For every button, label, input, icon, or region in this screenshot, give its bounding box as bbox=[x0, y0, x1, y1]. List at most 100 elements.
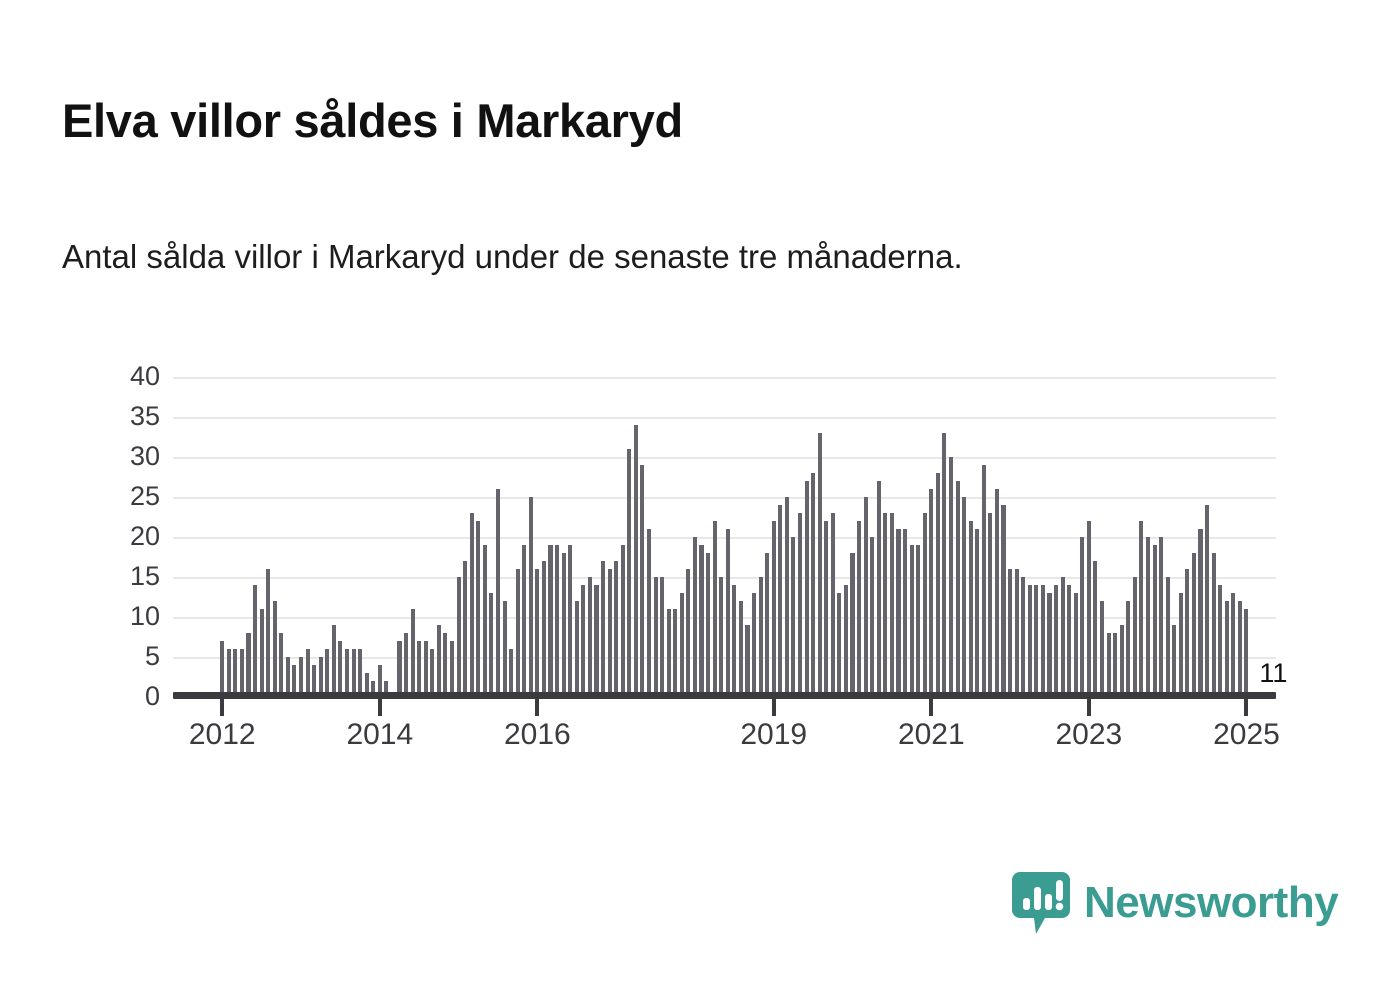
y-axis-tick-label: 35 bbox=[129, 401, 160, 431]
bar bbox=[476, 521, 481, 697]
bar bbox=[955, 481, 960, 697]
bar bbox=[331, 625, 336, 697]
bar bbox=[1185, 569, 1190, 697]
bar bbox=[594, 585, 599, 697]
bar bbox=[968, 521, 973, 697]
bar bbox=[1244, 609, 1249, 697]
bar bbox=[765, 553, 770, 697]
bar bbox=[1145, 537, 1150, 697]
bar bbox=[1205, 505, 1210, 697]
gridline bbox=[173, 577, 1276, 579]
x-axis-tick-label: 2019 bbox=[740, 718, 808, 751]
bar bbox=[351, 649, 356, 697]
bar bbox=[1054, 585, 1059, 697]
bar bbox=[870, 537, 875, 697]
bar bbox=[771, 521, 776, 697]
bar bbox=[883, 513, 888, 697]
bar bbox=[1021, 577, 1026, 697]
bar bbox=[699, 545, 704, 697]
bar bbox=[804, 481, 809, 697]
bar bbox=[929, 489, 934, 697]
bar bbox=[509, 649, 514, 697]
bar bbox=[535, 569, 540, 697]
bar bbox=[903, 529, 908, 697]
bar bbox=[528, 497, 533, 697]
bar-series: 11 bbox=[173, 377, 1287, 697]
bar bbox=[1027, 585, 1032, 697]
bar bbox=[660, 577, 665, 697]
bar bbox=[305, 649, 310, 697]
bar bbox=[962, 497, 967, 697]
bar bbox=[423, 641, 428, 697]
x-axis-tick-mark bbox=[535, 699, 540, 716]
bar bbox=[246, 633, 251, 697]
bar bbox=[1165, 577, 1170, 697]
bar bbox=[522, 545, 527, 697]
x-axis-line bbox=[173, 692, 1276, 699]
bar bbox=[338, 641, 343, 697]
bar bbox=[614, 561, 619, 697]
bar bbox=[541, 561, 546, 697]
gridline bbox=[173, 657, 1276, 659]
bar bbox=[916, 545, 921, 697]
bar bbox=[1086, 521, 1091, 697]
bar bbox=[226, 649, 231, 697]
gridline bbox=[173, 537, 1276, 539]
bar bbox=[325, 649, 330, 697]
bar bbox=[876, 481, 881, 697]
y-axis-tick-label: 10 bbox=[129, 601, 160, 631]
bar bbox=[797, 513, 803, 697]
bar bbox=[430, 649, 435, 697]
bar bbox=[719, 577, 724, 697]
highlight-value-label: 11 bbox=[1259, 658, 1288, 688]
bar bbox=[561, 553, 566, 697]
bar bbox=[692, 537, 697, 697]
bar bbox=[587, 577, 592, 697]
bar bbox=[646, 529, 652, 697]
x-axis-tick-mark bbox=[377, 699, 382, 716]
x-axis-tick-label: 2012 bbox=[188, 718, 256, 751]
bar bbox=[404, 633, 409, 697]
bar bbox=[837, 593, 842, 697]
bar bbox=[948, 457, 954, 697]
bar bbox=[574, 601, 579, 697]
bar bbox=[784, 497, 789, 697]
x-axis-tick-mark bbox=[929, 699, 934, 716]
x-axis-tick-label: 2021 bbox=[897, 718, 965, 751]
bar bbox=[620, 545, 625, 697]
x-axis-tick-mark bbox=[220, 699, 225, 716]
bar bbox=[653, 577, 658, 697]
page-title: Elva villor såldes i Markaryd bbox=[62, 94, 683, 148]
bar bbox=[220, 641, 225, 697]
bar bbox=[1001, 505, 1006, 697]
y-axis-tick-label: 30 bbox=[129, 441, 160, 471]
bar bbox=[1113, 633, 1118, 697]
bar bbox=[994, 489, 999, 697]
bar bbox=[548, 545, 553, 697]
speech-bubble-bar-chart-icon bbox=[1012, 872, 1070, 934]
x-axis-tick-label: 2023 bbox=[1055, 718, 1123, 751]
bar bbox=[253, 585, 258, 697]
bar bbox=[456, 577, 461, 697]
x-axis-tick-mark bbox=[771, 699, 776, 716]
bar bbox=[1172, 625, 1177, 697]
bar bbox=[463, 561, 468, 697]
bar bbox=[1191, 553, 1196, 697]
y-axis-tick-label: 20 bbox=[129, 521, 160, 551]
bar bbox=[830, 513, 835, 697]
bar bbox=[239, 649, 244, 697]
bar bbox=[607, 569, 612, 697]
bar bbox=[817, 433, 822, 697]
bar bbox=[1047, 593, 1052, 697]
page-subtitle: Antal sålda villor i Markaryd under de s… bbox=[62, 238, 963, 275]
gridline bbox=[173, 417, 1276, 419]
bar bbox=[1067, 585, 1072, 697]
bar bbox=[233, 649, 238, 697]
bar bbox=[1034, 585, 1039, 697]
bar bbox=[1093, 561, 1098, 697]
bar bbox=[515, 569, 520, 697]
bar bbox=[1152, 545, 1157, 697]
y-axis-tick-label: 25 bbox=[129, 481, 160, 511]
